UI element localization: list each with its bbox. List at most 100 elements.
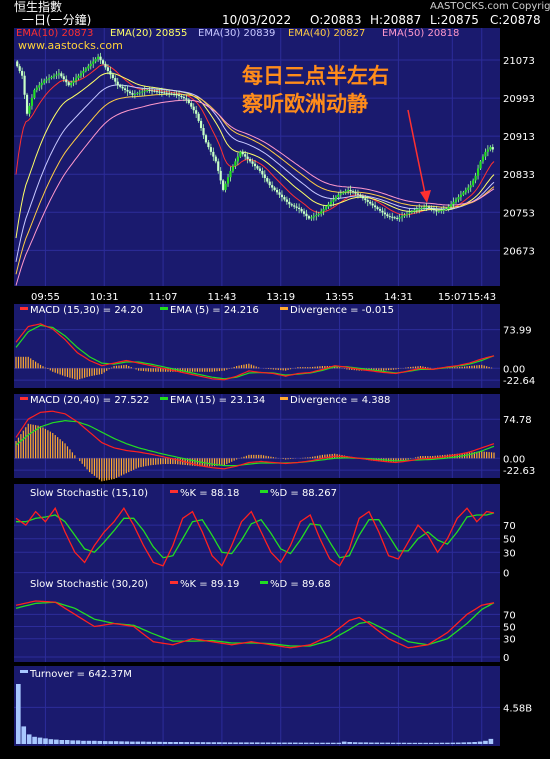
candle-body-41 [116, 81, 119, 86]
turnover-bar-46 [265, 742, 271, 744]
turnover-bar-10 [70, 740, 75, 744]
candle-body-71 [190, 103, 193, 107]
turnover-bar-53 [303, 742, 309, 744]
turnover-bar-74 [417, 742, 423, 744]
turnover-bar-77 [434, 742, 439, 744]
candle-body-192 [486, 149, 489, 152]
macd2-swatch [20, 397, 28, 400]
candle-body-153 [391, 216, 394, 218]
stoch2-ytick-1: 50 [503, 623, 516, 634]
low-value: L:20875 [430, 13, 479, 27]
candle-body-82 [217, 161, 220, 171]
candle-body-162 [413, 210, 416, 212]
turnover-bar-36 [211, 742, 217, 744]
turnover-bar-60 [341, 741, 347, 744]
candle-body-137 [351, 191, 355, 193]
candle-body-101 [263, 174, 266, 179]
price-ytick-2: 20913 [503, 132, 535, 143]
macd1-signal-line [15, 324, 495, 380]
candle-body-36 [104, 63, 107, 68]
stoch2-series [15, 600, 495, 649]
candle-body-77 [204, 135, 208, 143]
candle-body-139 [356, 193, 360, 195]
candle-body-23 [72, 80, 75, 83]
candle-body-39 [111, 74, 114, 79]
xtick-1: 10:31 [90, 292, 119, 303]
candle-body-94 [246, 156, 249, 159]
turnover-bar-61 [347, 742, 352, 744]
stoch1-ytick-0: 70 [503, 521, 516, 532]
stoch1-ytick-2: 30 [503, 548, 516, 559]
candle-body-104 [271, 185, 274, 188]
candle-body-161 [410, 211, 413, 213]
candle-body-52 [143, 90, 146, 92]
turnover-bar-26 [157, 741, 162, 744]
xtick-5: 13:55 [325, 292, 354, 303]
turnover-bar-39 [227, 742, 233, 744]
candle-body-3 [23, 75, 26, 95]
turnover-bar-59 [336, 742, 342, 744]
price-series [15, 52, 495, 286]
stoch1-d-line [16, 512, 495, 559]
turnover-bar-43 [249, 742, 255, 744]
turnover-bar-8 [59, 740, 65, 744]
macd2-div-label: Divergence = 4.388 [290, 395, 390, 406]
turnover-bar-7 [54, 739, 59, 744]
candle-body-110 [285, 199, 288, 202]
candle-body-26 [79, 73, 83, 76]
price-ytick-0: 21073 [503, 56, 535, 67]
candle-body-58 [158, 91, 161, 93]
turnover-bar-56 [320, 742, 325, 744]
turnover-bar-13 [86, 740, 92, 744]
candle-body-95 [248, 159, 252, 162]
high-value: H:20887 [370, 13, 421, 27]
candle-body-66 [177, 94, 181, 96]
turnover-legend: Turnover = 642.37M [20, 669, 132, 680]
candle-body-175 [445, 208, 448, 210]
turnover-bar-29 [173, 742, 179, 744]
candle-body-68 [182, 97, 186, 99]
xtick-7: 15:07 [438, 292, 467, 303]
macd1-swatch [20, 307, 28, 310]
ema-line-40 [15, 93, 495, 275]
price-legend: EMA(10) 20873 EMA(20) 20855 EMA(30) 2083… [16, 28, 459, 52]
candle-body-15 [52, 75, 56, 77]
candle-body-170 [432, 208, 436, 211]
candle-body-168 [427, 206, 431, 208]
candle-body-165 [420, 207, 423, 209]
turnover-bar-70 [396, 742, 401, 744]
candle-body-34 [99, 56, 102, 61]
turnover-bar-4 [37, 737, 43, 744]
candle-body-38 [109, 70, 112, 75]
stoch1-d-swatch [260, 490, 268, 493]
candle-body-30 [89, 63, 92, 67]
candle-body-5 [28, 105, 31, 114]
candle-body-6 [30, 97, 34, 106]
turnover-ytick-0: 4.58B [503, 703, 532, 714]
candle-body-65 [175, 94, 178, 96]
candle-body-180 [457, 197, 460, 200]
candle-body-158 [403, 214, 406, 217]
candle-body-49 [136, 93, 139, 95]
turnover-bar-21 [130, 741, 135, 744]
candle-body-188 [476, 168, 480, 176]
macd1-ema-label: EMA (5) = 24.216 [170, 305, 259, 316]
candle-body-106 [275, 189, 279, 193]
annotation-line-2: 察听欧洲动静 [242, 92, 368, 116]
candle-body-118 [305, 213, 308, 217]
stoch2-ytick-3: 0 [503, 653, 509, 664]
macd2-ytick-0: 74.78 [503, 415, 532, 426]
turnover-bar-16 [102, 741, 108, 744]
candle-body-189 [479, 161, 482, 169]
turnover-bar-5 [43, 738, 48, 744]
candle-body-21 [67, 82, 70, 86]
time-axis: 09:55 10:31 11:07 11:43 13:19 13:55 14:31 15:07… [31, 292, 496, 303]
candle-body-87 [229, 170, 232, 178]
candle-body-148 [378, 208, 382, 211]
stoch2-d-line [15, 601, 495, 647]
candle-body-181 [459, 194, 463, 198]
turnover-bar-3 [32, 736, 37, 744]
turnover-bar-31 [184, 742, 190, 744]
turnover-bar-19 [119, 741, 124, 744]
macd1-macd-line [15, 323, 495, 381]
